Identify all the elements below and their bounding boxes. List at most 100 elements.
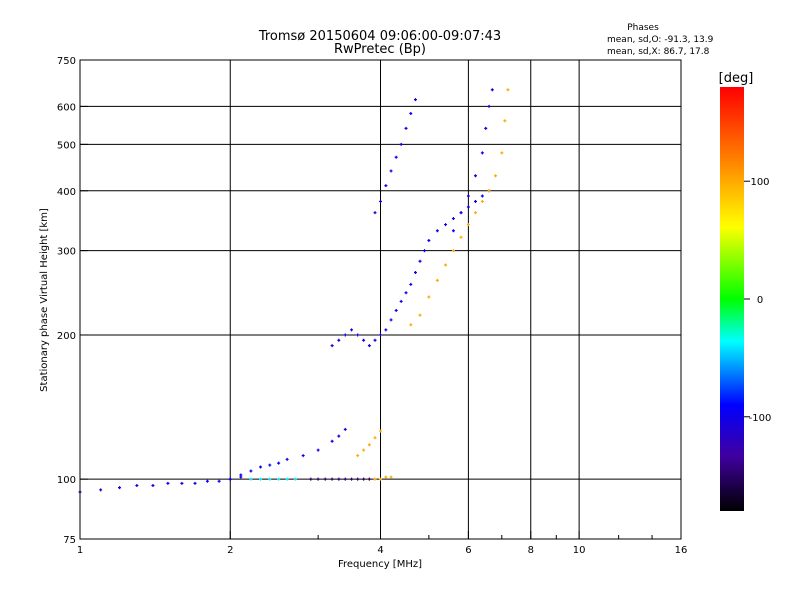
data-point <box>379 333 382 337</box>
data-point <box>487 189 491 193</box>
data-point <box>413 98 417 102</box>
data-point <box>330 477 334 481</box>
data-point <box>490 88 494 92</box>
x-tick-label: 2 <box>227 545 233 556</box>
data-point <box>473 211 477 215</box>
colorbar-tick-label: -100 <box>749 413 772 424</box>
data-point <box>427 238 431 242</box>
data-point <box>343 333 347 337</box>
colorbar-label: [deg] <box>719 71 754 86</box>
data-point <box>480 199 484 203</box>
data-point <box>343 477 347 481</box>
data-point <box>379 199 382 203</box>
data-point <box>500 151 504 155</box>
data-point <box>480 194 484 198</box>
data-point <box>473 199 477 203</box>
data-point <box>293 477 297 481</box>
data-point <box>343 427 347 431</box>
x-tick-label: 4 <box>377 545 383 556</box>
data-point <box>466 205 470 209</box>
data-point <box>316 448 320 452</box>
y-tick-label: 400 <box>57 187 76 198</box>
data-point <box>384 328 388 332</box>
data-point <box>373 477 377 481</box>
data-point <box>337 338 341 342</box>
data-point <box>404 291 408 295</box>
data-point <box>373 211 377 215</box>
data-point <box>337 477 341 481</box>
grid-lines <box>80 60 681 539</box>
x-tick-label: 16 <box>675 545 688 556</box>
data-point <box>409 282 413 286</box>
stats-heading: Phases <box>627 23 659 33</box>
data-point <box>367 477 371 481</box>
data-point <box>484 126 488 130</box>
data-point <box>435 229 439 233</box>
data-point <box>506 88 510 92</box>
data-point <box>228 477 232 481</box>
data-point <box>367 443 371 447</box>
data-point <box>494 174 498 178</box>
data-point <box>350 328 354 332</box>
data-point <box>217 479 221 483</box>
x-axis-label: Frequency [MHz] <box>338 559 422 570</box>
data-point <box>249 469 253 473</box>
data-point <box>373 338 377 342</box>
data-point <box>301 454 305 458</box>
data-point <box>379 429 382 433</box>
data-point <box>277 477 281 481</box>
data-point <box>135 483 139 487</box>
data-point <box>394 155 398 159</box>
chart-title: Tromsø 20150604 09:06:00-09:07:43 <box>258 29 501 44</box>
data-point <box>362 338 366 342</box>
x-axis-ticks: 1 2 4 6 8 10 16 <box>77 531 688 556</box>
data-point <box>384 184 388 188</box>
chart-subtitle: RwPretec (Bp) <box>334 42 426 57</box>
data-point <box>205 479 209 483</box>
data-point <box>444 263 448 267</box>
data-point <box>409 323 413 327</box>
x-tick-label: 10 <box>573 545 586 556</box>
data-point <box>427 295 431 299</box>
data-point <box>435 278 439 282</box>
data-point <box>503 119 507 123</box>
x-tick-label: 1 <box>77 545 83 556</box>
y-tick-label: 500 <box>57 140 76 151</box>
data-point <box>466 223 470 227</box>
data-point <box>166 481 170 485</box>
colorbar-tick-label: 0 <box>757 295 763 306</box>
y-tick-label: 600 <box>57 102 76 113</box>
data-point <box>422 249 426 253</box>
colorbar-ticks: 100 0 -100 <box>744 177 771 424</box>
data-point <box>356 454 360 458</box>
data-point <box>356 333 360 337</box>
colorbar <box>720 87 744 511</box>
data-point <box>316 477 320 481</box>
data-point <box>362 477 366 481</box>
data-point <box>277 461 281 465</box>
data-point <box>285 457 289 461</box>
data-point <box>362 448 366 452</box>
data-point <box>309 477 313 481</box>
stats-line-x: mean, sd,X: 86.7, 17.8 <box>607 47 710 57</box>
data-point <box>451 229 455 233</box>
y-axis-ticks: 75 100 200 300 400 500 600 750 <box>57 56 88 546</box>
data-point <box>389 475 393 479</box>
data-point <box>394 308 398 312</box>
data-point <box>389 318 393 322</box>
data-point <box>193 481 197 485</box>
stats-line-o: mean, sd,O: -91.3, 13.9 <box>607 35 714 45</box>
data-point <box>451 249 455 253</box>
data-point <box>466 194 470 198</box>
y-tick-label: 100 <box>57 475 76 486</box>
data-point <box>180 481 184 485</box>
data-point <box>379 477 382 481</box>
data-point <box>451 217 455 221</box>
y-tick-label: 75 <box>63 535 76 546</box>
data-point <box>330 439 334 443</box>
data-point <box>268 477 272 481</box>
data-point <box>356 477 360 481</box>
y-tick-label: 300 <box>57 247 76 258</box>
data-point <box>259 477 263 481</box>
